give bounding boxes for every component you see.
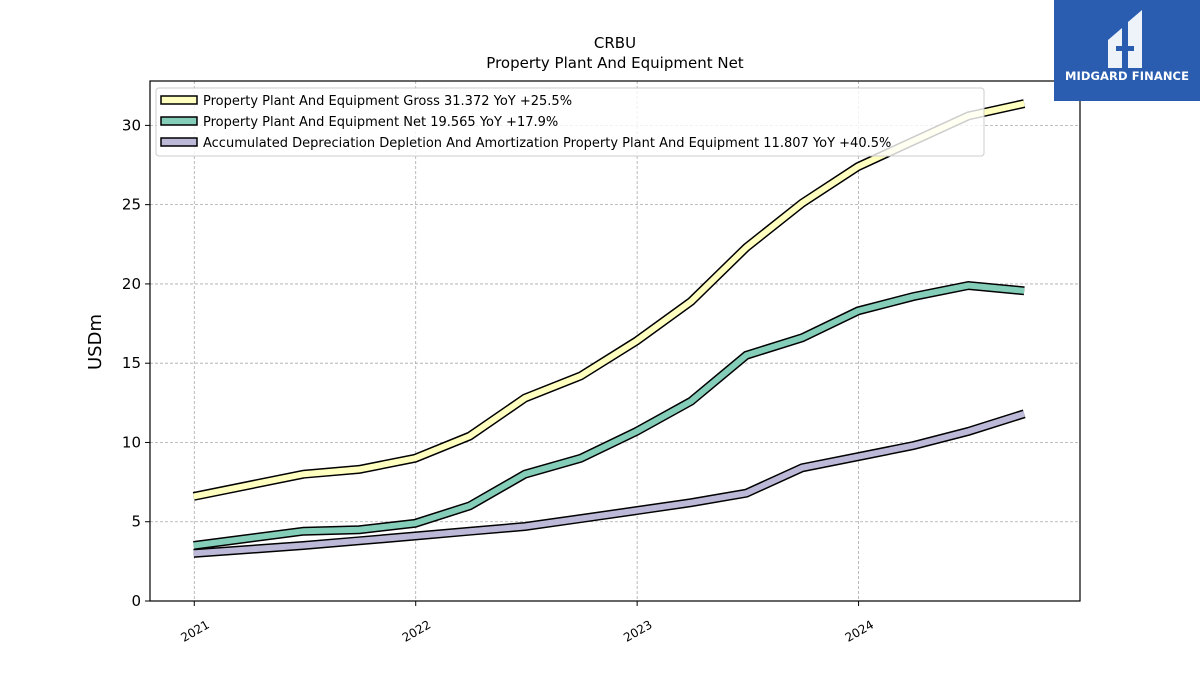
y-tick-label: 10 <box>122 433 141 451</box>
x-tick-label: 2023 <box>621 617 654 644</box>
series-line-outline <box>193 280 1025 550</box>
y-tick-label: 20 <box>122 275 141 293</box>
y-tick-label: 5 <box>131 513 141 531</box>
series-2 <box>193 280 1025 550</box>
logo-text: MIDGARD FINANCE <box>1064 69 1190 83</box>
y-tick-label: 0 <box>131 592 141 610</box>
x-tick-label: 2024 <box>843 617 876 644</box>
series-3 <box>193 409 1026 558</box>
x-tick-label: 2022 <box>400 617 433 644</box>
y-axis-label: USDm <box>85 314 106 370</box>
y-tick-label: 25 <box>122 196 141 214</box>
plot-frame <box>149 80 1081 602</box>
y-tick-label: 15 <box>122 354 141 372</box>
series-line <box>193 282 1025 549</box>
legend-swatch <box>160 116 198 126</box>
x-tick-label: 2021 <box>178 617 211 644</box>
grid <box>150 81 1080 601</box>
series-line <box>193 410 1026 557</box>
legend-entry: Property Plant And Equipment Net 19.565 … <box>203 115 558 130</box>
legend-entry: Property Plant And Equipment Gross 31.37… <box>203 94 572 109</box>
y-tick-label: 30 <box>122 116 141 134</box>
legend-swatch <box>160 137 198 147</box>
midgard-finance-logo: MIDGARD FINANCE <box>1054 0 1200 101</box>
chart-subtitle: Property Plant And Equipment Net <box>486 54 743 72</box>
logo-mark-icon <box>1108 10 1142 68</box>
legend-box <box>155 87 985 157</box>
axis-ticks: 0 5 10 15 20 25 30 2021 2022 2023 2024 <box>122 116 876 644</box>
series-layer <box>192 99 1026 558</box>
legend-swatch <box>160 95 198 105</box>
legend-entry: Accumulated Depreciation Depletion And A… <box>203 136 891 151</box>
legend: Property Plant And Equipment Gross 31.37… <box>155 87 985 157</box>
chart-title: CRBU <box>594 34 636 52</box>
